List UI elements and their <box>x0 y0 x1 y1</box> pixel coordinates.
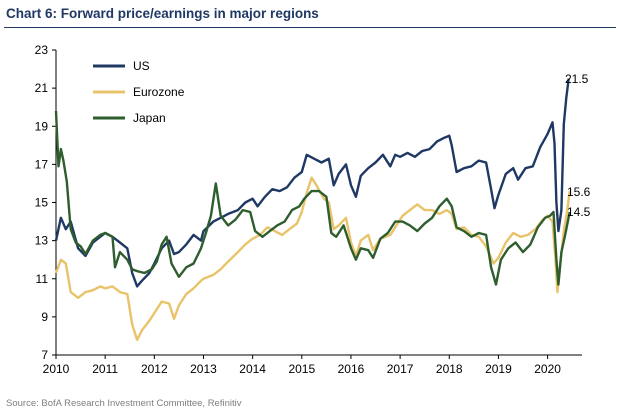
x-axis-ticks: 2010 2011 2012 2013 2014 2015 2016 2017 2018 2019… <box>43 355 561 376</box>
end-labels: 21.5 15.6 14.5 <box>565 72 591 219</box>
legend-label-eurozone: Eurozone <box>133 85 185 99</box>
legend-label-us: US <box>133 59 150 73</box>
title-divider <box>4 27 616 28</box>
legend-label-japan: Japan <box>133 111 166 125</box>
y-axis-ticks: 7 9 11 13 15 17 19 21 23 <box>35 43 56 362</box>
y-tick-label: 13 <box>35 234 49 248</box>
end-label-eurozone: 15.6 <box>567 185 591 199</box>
x-tick-label: 2013 <box>190 362 217 376</box>
end-label-japan: 14.5 <box>567 205 591 219</box>
chart-title: Chart 6: Forward price/earnings in major… <box>6 6 319 21</box>
y-tick-label: 15 <box>35 196 49 210</box>
x-tick-label: 2020 <box>534 362 561 376</box>
y-tick-label: 7 <box>41 348 48 362</box>
x-tick-label: 2014 <box>239 362 266 376</box>
y-tick-label: 17 <box>35 157 49 171</box>
series-lines <box>54 78 571 341</box>
series-line-us <box>54 78 570 288</box>
series-line-eurozone <box>54 176 571 341</box>
y-tick-label: 21 <box>35 81 49 95</box>
x-tick-label: 2012 <box>141 362 168 376</box>
x-tick-label: 2018 <box>436 362 463 376</box>
x-tick-label: 2011 <box>92 362 118 376</box>
y-tick-label: 9 <box>41 310 48 324</box>
y-tick-label: 19 <box>35 119 49 133</box>
x-tick-label: 2017 <box>387 362 414 376</box>
y-tick-label: 11 <box>36 272 49 286</box>
source-note: Source: BofA Research Investment Committ… <box>6 398 242 409</box>
y-tick-label: 23 <box>35 43 49 57</box>
x-tick-label: 2016 <box>338 362 365 376</box>
x-tick-label: 2010 <box>43 362 70 376</box>
end-label-us: 21.5 <box>565 72 589 86</box>
legend: US Eurozone Japan <box>93 59 185 125</box>
x-tick-label: 2015 <box>288 362 315 376</box>
series-line-japan <box>54 110 571 286</box>
x-tick-label: 2019 <box>485 362 512 376</box>
